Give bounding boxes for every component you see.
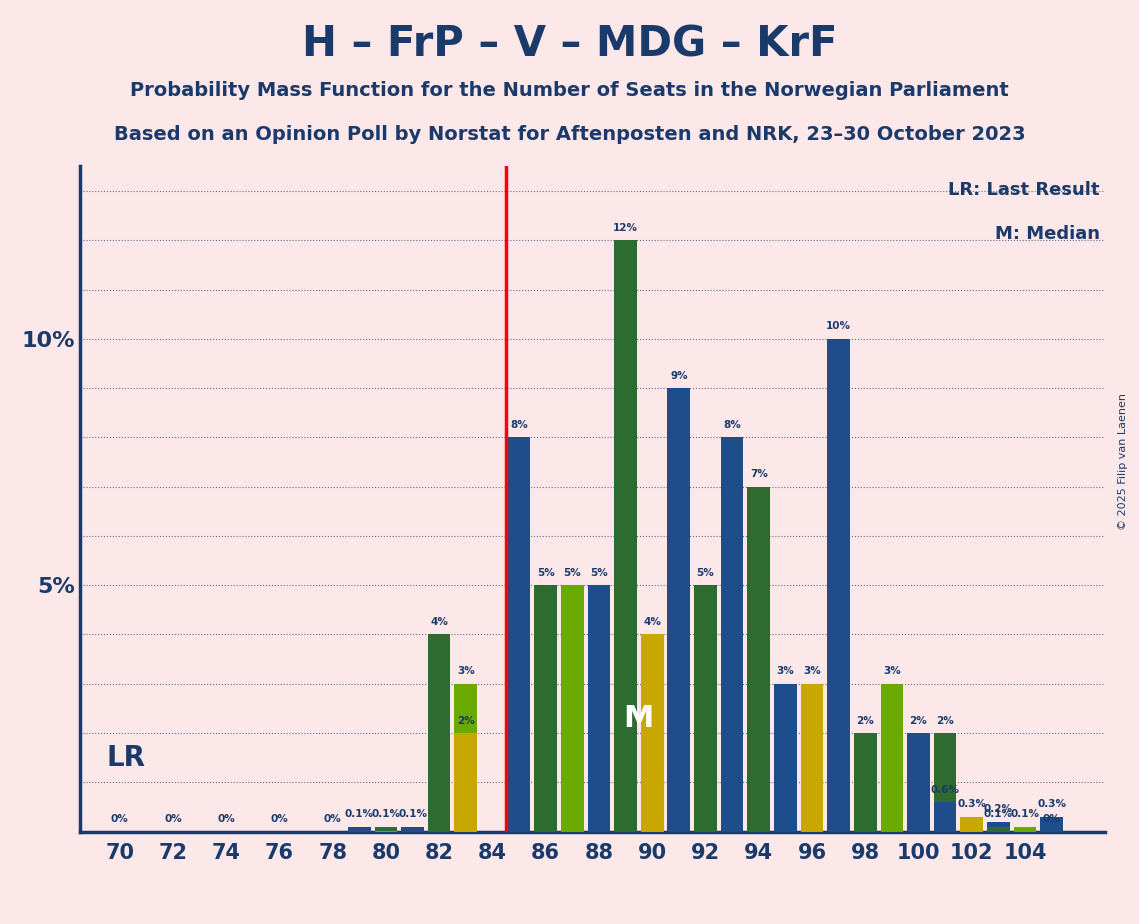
Text: 2%: 2% [457, 716, 475, 725]
Text: M: M [624, 704, 654, 733]
Text: 0%: 0% [1042, 814, 1060, 824]
Text: 0.1%: 0.1% [371, 809, 401, 820]
Text: 3%: 3% [883, 666, 901, 676]
Bar [614, 240, 637, 832]
Text: 0%: 0% [323, 814, 342, 824]
Bar [534, 585, 557, 832]
Text: 0%: 0% [110, 814, 129, 824]
Bar [854, 733, 877, 832]
Bar [375, 827, 398, 832]
Bar [1040, 817, 1063, 832]
Text: 4%: 4% [644, 617, 661, 627]
Text: 3%: 3% [457, 666, 475, 676]
Text: 8%: 8% [510, 420, 528, 430]
Bar [1014, 827, 1036, 832]
Text: 3%: 3% [777, 666, 794, 676]
Text: 10%: 10% [826, 322, 851, 332]
Text: 0%: 0% [271, 814, 288, 824]
Text: 2%: 2% [910, 716, 927, 725]
Text: 9%: 9% [670, 371, 688, 381]
Bar [775, 684, 796, 832]
Text: 0%: 0% [164, 814, 182, 824]
Bar [375, 831, 398, 832]
Text: M: Median: M: Median [994, 225, 1099, 243]
Text: 0.3%: 0.3% [1038, 799, 1066, 809]
Text: 5%: 5% [536, 568, 555, 578]
Text: H – FrP – V – MDG – KrF: H – FrP – V – MDG – KrF [302, 23, 837, 65]
Bar [401, 827, 424, 832]
Bar [988, 821, 1009, 832]
Bar [454, 733, 477, 832]
Text: Based on an Opinion Poll by Norstat for Aftenposten and NRK, 23–30 October 2023: Based on an Opinion Poll by Norstat for … [114, 125, 1025, 144]
Bar [694, 585, 716, 832]
Bar [667, 388, 690, 832]
Text: 5%: 5% [564, 568, 581, 578]
Text: 0.6%: 0.6% [931, 784, 959, 795]
Bar [960, 817, 983, 832]
Bar [907, 733, 929, 832]
Text: 8%: 8% [723, 420, 741, 430]
Text: Probability Mass Function for the Number of Seats in the Norwegian Parliament: Probability Mass Function for the Number… [130, 81, 1009, 101]
Text: 7%: 7% [749, 469, 768, 480]
Text: 0%: 0% [218, 814, 235, 824]
Text: 0.2%: 0.2% [984, 805, 1013, 814]
Text: 0.1%: 0.1% [345, 809, 374, 820]
Text: 2%: 2% [936, 716, 954, 725]
Text: 0.1%: 0.1% [1010, 809, 1040, 820]
Bar [562, 585, 583, 832]
Bar [349, 827, 370, 832]
Text: 2%: 2% [857, 716, 874, 725]
Bar [747, 487, 770, 832]
Bar [428, 635, 451, 832]
Text: 0.1%: 0.1% [984, 809, 1013, 820]
Text: 0.1%: 0.1% [398, 809, 427, 820]
Text: 5%: 5% [590, 568, 608, 578]
Bar [801, 684, 823, 832]
Bar [508, 437, 531, 832]
Bar [721, 437, 744, 832]
Text: 3%: 3% [803, 666, 821, 676]
Bar [641, 635, 664, 832]
Bar [880, 684, 903, 832]
Bar [934, 802, 957, 832]
Bar [454, 684, 477, 832]
Bar [934, 733, 957, 832]
Text: 5%: 5% [697, 568, 714, 578]
Text: 4%: 4% [431, 617, 448, 627]
Text: LR: LR [106, 744, 146, 772]
Text: LR: Last Result: LR: Last Result [948, 181, 1099, 199]
Bar [588, 585, 611, 832]
Text: © 2025 Filip van Laenen: © 2025 Filip van Laenen [1118, 394, 1128, 530]
Text: 0.3%: 0.3% [957, 799, 986, 809]
Bar [827, 339, 850, 832]
Text: 12%: 12% [613, 223, 638, 233]
Bar [988, 827, 1009, 832]
